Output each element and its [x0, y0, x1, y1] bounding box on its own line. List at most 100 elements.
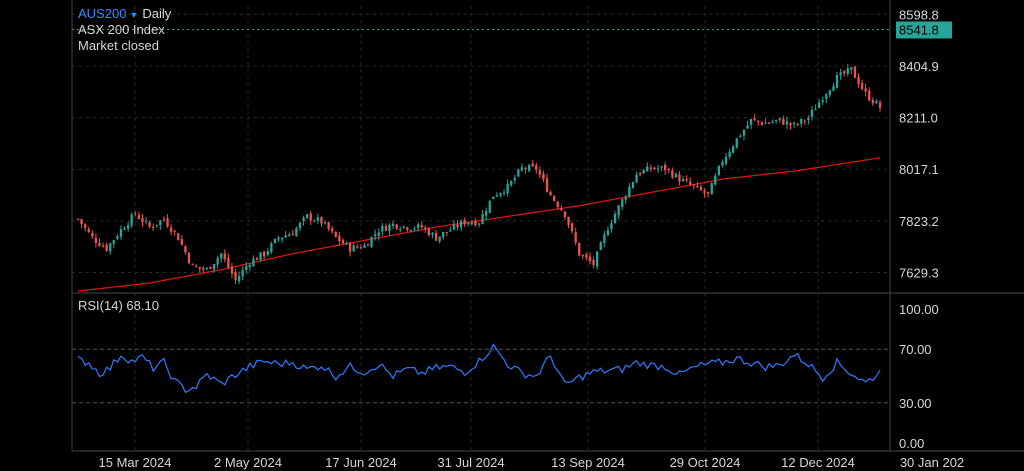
candle-body[interactable]: [270, 243, 273, 253]
candle-body[interactable]: [252, 258, 255, 267]
candle-body[interactable]: [850, 67, 853, 70]
candle-body[interactable]: [628, 186, 631, 197]
candle-body[interactable]: [230, 266, 234, 274]
candle-body[interactable]: [202, 267, 205, 270]
candle-body[interactable]: [664, 164, 667, 171]
candle-body[interactable]: [767, 123, 771, 124]
candle-body[interactable]: [320, 217, 323, 224]
candle-body[interactable]: [649, 167, 652, 170]
candle-body[interactable]: [639, 173, 642, 175]
candle-body[interactable]: [553, 196, 556, 201]
candle-body[interactable]: [581, 255, 584, 257]
candle-body[interactable]: [717, 165, 720, 175]
candle-body[interactable]: [119, 229, 123, 237]
candle-body[interactable]: [431, 233, 434, 235]
candle-body[interactable]: [782, 118, 785, 125]
candle-body[interactable]: [821, 100, 824, 102]
candle-body[interactable]: [667, 168, 670, 170]
candle-body[interactable]: [728, 151, 731, 157]
candle-body[interactable]: [406, 227, 409, 231]
candle-body[interactable]: [746, 125, 749, 129]
candle-body[interactable]: [775, 120, 778, 122]
candle-body[interactable]: [345, 242, 348, 244]
candle-body[interactable]: [374, 234, 377, 237]
candle-body[interactable]: [753, 118, 756, 120]
candle-body[interactable]: [80, 219, 83, 225]
candle-body[interactable]: [653, 167, 656, 169]
candle-body[interactable]: [492, 196, 495, 199]
candle-body[interactable]: [696, 185, 699, 187]
candle-body[interactable]: [377, 232, 380, 236]
candle-body[interactable]: [485, 211, 488, 216]
candle-body[interactable]: [127, 225, 130, 229]
candle-body[interactable]: [331, 228, 334, 232]
candle-body[interactable]: [556, 201, 559, 208]
candle-body[interactable]: [678, 174, 681, 182]
candle-body[interactable]: [212, 264, 216, 270]
candle-body[interactable]: [248, 265, 251, 267]
candle-body[interactable]: [309, 213, 312, 221]
candle-body[interactable]: [839, 72, 842, 76]
candle-body[interactable]: [180, 239, 183, 245]
candle-body[interactable]: [681, 179, 685, 182]
candle-body[interactable]: [624, 196, 627, 200]
candle-body[interactable]: [735, 138, 738, 148]
candle-body[interactable]: [792, 123, 796, 125]
candle-body[interactable]: [739, 136, 742, 138]
candle-body[interactable]: [714, 175, 717, 185]
candle-body[interactable]: [363, 245, 366, 248]
candle-body[interactable]: [789, 122, 792, 125]
candle-body[interactable]: [621, 199, 624, 207]
candle-body[interactable]: [245, 266, 248, 270]
candle-body[interactable]: [785, 121, 789, 125]
triangle-down-icon[interactable]: ▼: [129, 10, 139, 20]
candle-body[interactable]: [273, 238, 277, 244]
candle-body[interactable]: [513, 177, 516, 181]
candle-body[interactable]: [162, 219, 166, 221]
candle-body[interactable]: [76, 218, 80, 220]
candle-body[interactable]: [470, 222, 473, 225]
candle-body[interactable]: [843, 71, 846, 74]
candle-body[interactable]: [370, 236, 373, 247]
candle-body[interactable]: [420, 225, 423, 228]
candle-body[interactable]: [467, 222, 470, 224]
candle-body[interactable]: [760, 122, 763, 125]
candle-body[interactable]: [427, 228, 430, 236]
candle-body[interactable]: [642, 170, 645, 174]
candle-body[interactable]: [391, 223, 395, 226]
candle-body[interactable]: [438, 236, 441, 242]
candle-body[interactable]: [732, 146, 735, 153]
candle-body[interactable]: [778, 118, 781, 120]
candle-body[interactable]: [187, 252, 191, 263]
candle-body[interactable]: [191, 264, 194, 266]
candle-body[interactable]: [878, 102, 882, 108]
candle-body[interactable]: [148, 222, 151, 227]
candle-body[interactable]: [238, 276, 241, 282]
candle-body[interactable]: [818, 102, 821, 108]
candle-body[interactable]: [341, 240, 345, 244]
candle-body[interactable]: [596, 251, 599, 267]
symbol-label[interactable]: AUS200: [78, 6, 127, 21]
candle-body[interactable]: [488, 200, 491, 213]
candle-body[interactable]: [864, 88, 867, 92]
candle-body[interactable]: [137, 215, 140, 219]
candle-body[interactable]: [825, 94, 828, 99]
candle-body[interactable]: [442, 232, 445, 238]
candle-body[interactable]: [875, 101, 878, 104]
candle-body[interactable]: [520, 167, 524, 171]
candle-body[interactable]: [84, 224, 87, 228]
candle-body[interactable]: [141, 218, 144, 223]
candle-body[interactable]: [617, 205, 620, 216]
candle-body[interactable]: [506, 183, 509, 194]
candle-body[interactable]: [742, 130, 746, 136]
candle-body[interactable]: [220, 253, 223, 259]
candle-body[interactable]: [327, 222, 330, 230]
candle-body[interactable]: [749, 119, 753, 125]
candle-body[interactable]: [567, 216, 570, 225]
candle-body[interactable]: [757, 120, 760, 122]
candle-body[interactable]: [835, 75, 839, 88]
candle-body[interactable]: [807, 118, 810, 120]
candle-body[interactable]: [348, 243, 352, 252]
candle-body[interactable]: [91, 233, 94, 237]
candle-body[interactable]: [152, 227, 155, 228]
